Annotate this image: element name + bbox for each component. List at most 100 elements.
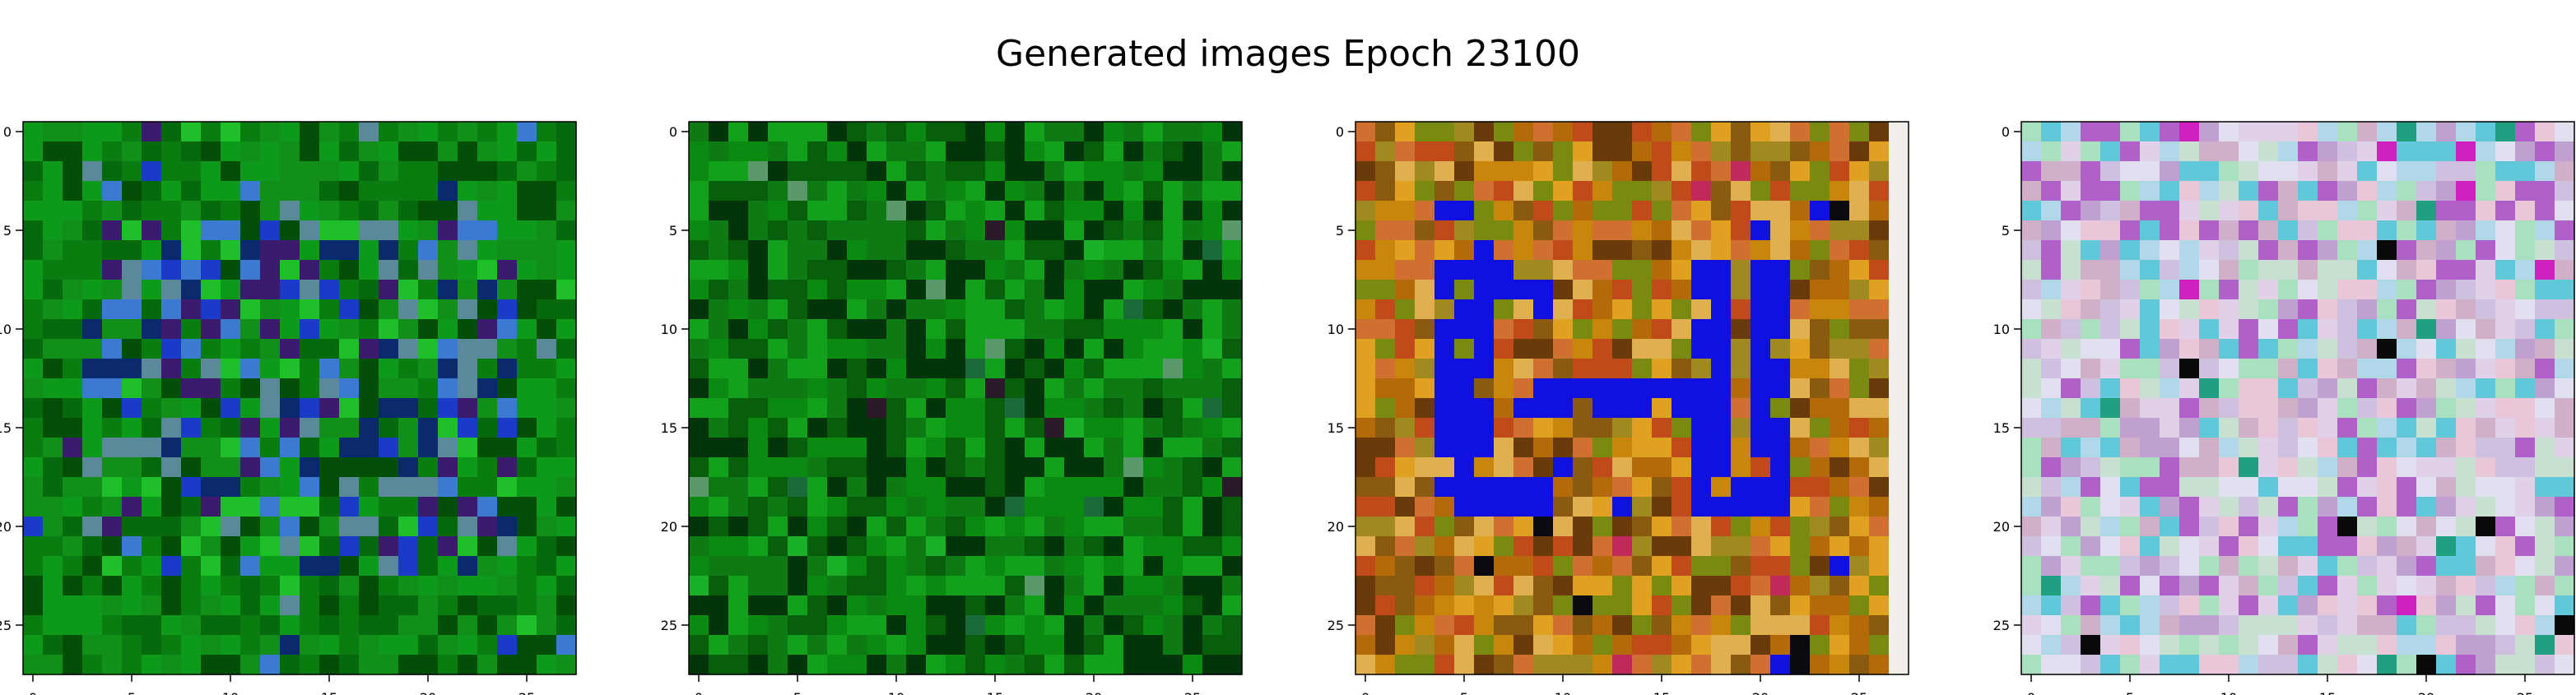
pixel-cell	[63, 201, 83, 221]
pixel-cell	[260, 457, 281, 478]
pixel-cell	[398, 299, 419, 320]
pixel-cell	[847, 615, 867, 636]
pixel-cell	[1143, 260, 1164, 280]
pixel-cell	[1005, 378, 1025, 399]
pixel-cell	[1830, 359, 1850, 379]
pixel-cell	[1593, 477, 1613, 498]
pixel-cell	[497, 477, 518, 498]
pixel-cell	[240, 319, 261, 340]
pixel-cell	[1652, 517, 1672, 537]
pixel-cell	[2219, 122, 2239, 142]
pixel-cell	[1202, 517, 1223, 537]
pixel-cell	[1553, 240, 1574, 261]
pixel-cell	[1751, 497, 1771, 517]
pixel-cell	[82, 615, 103, 636]
pixel-cell	[359, 280, 379, 300]
pixel-cell	[477, 576, 498, 596]
pixel-cell	[1810, 418, 1830, 438]
pixel-cell	[906, 536, 927, 557]
pixel-cell	[2456, 615, 2476, 636]
pixel-cell	[1514, 497, 1534, 517]
pixel-cell	[1632, 220, 1653, 241]
pixel-cell	[1652, 220, 1672, 241]
pixel-cell	[398, 220, 419, 241]
pixel-cell	[2140, 635, 2160, 656]
x-tick-label: 15	[987, 690, 1003, 695]
pixel-cell	[1711, 595, 1732, 616]
pixel-cell	[886, 477, 907, 498]
pixel-cell	[2081, 299, 2101, 320]
pixel-cell	[2100, 280, 2121, 300]
pixel-cell	[906, 497, 927, 517]
pixel-cell	[965, 260, 986, 280]
pixel-cell	[2555, 497, 2575, 517]
pixel-cell	[807, 438, 828, 458]
pixel-cell	[1533, 595, 1554, 616]
pixel-cell	[142, 299, 162, 320]
pixel-cell	[709, 497, 729, 517]
pixel-cell	[2160, 161, 2180, 182]
pixel-cell	[867, 240, 887, 261]
pixel-cell	[63, 477, 83, 498]
pixel-cell	[709, 576, 729, 596]
pixel-cell	[1849, 556, 1870, 577]
pixel-cell	[1830, 576, 1850, 596]
pixel-cell	[847, 536, 867, 557]
pixel-cell	[1691, 438, 1712, 458]
pixel-cell	[1222, 161, 1243, 182]
pixel-cell	[1005, 220, 1025, 241]
pixel-cell	[1731, 615, 1751, 636]
pixel-cell	[1104, 319, 1124, 340]
pixel-cell	[886, 201, 907, 221]
pixel-cell	[2377, 398, 2397, 419]
pixel-cell	[1123, 359, 1144, 379]
panel-frame	[688, 121, 1243, 675]
pixel-cell	[161, 201, 182, 221]
pixel-cell	[1474, 477, 1495, 498]
pixel-cell	[537, 615, 557, 636]
pixel-cell	[709, 418, 729, 438]
pixel-cell	[1612, 181, 1633, 202]
pixel-cell	[1474, 655, 1495, 675]
pixel-cell	[2179, 438, 2200, 458]
pixel-cell	[2357, 418, 2378, 438]
pixel-cell	[1434, 517, 1455, 537]
pixel-cell	[886, 220, 907, 241]
pixel-cell	[2041, 517, 2062, 537]
pixel-cell	[1084, 359, 1104, 379]
pixel-cell	[2120, 122, 2141, 142]
pixel-cell	[438, 595, 458, 616]
pixel-cell	[847, 319, 867, 340]
pixel-cell	[2239, 536, 2259, 557]
pixel-cell	[379, 595, 399, 616]
pixel-cell	[1632, 201, 1653, 221]
pixel-cell	[965, 359, 986, 379]
pixel-cell	[300, 359, 320, 379]
pixel-cell	[1064, 517, 1085, 537]
pixel-cell	[2179, 418, 2200, 438]
pixel-cell	[201, 477, 221, 498]
pixel-cell	[847, 220, 867, 241]
pixel-cell	[1395, 536, 1416, 557]
pixel-cell	[142, 497, 162, 517]
pixel-cell	[161, 240, 182, 261]
pixel-cell	[1691, 615, 1712, 636]
pixel-cell	[1790, 635, 1811, 656]
pixel-cell	[2219, 576, 2239, 596]
pixel-cell	[1691, 122, 1712, 142]
pixel-cell	[2397, 260, 2417, 280]
pixel-cell	[728, 615, 749, 636]
pixel-cell	[807, 398, 828, 419]
pixel-cell	[300, 536, 320, 557]
pixel-cell	[886, 240, 907, 261]
pixel-cell	[2495, 181, 2516, 202]
pixel-cell	[2416, 161, 2437, 182]
pixel-cell	[2535, 477, 2555, 498]
pixel-cell	[1434, 319, 1455, 340]
pixel-cell	[1869, 497, 1890, 517]
pixel-cell	[221, 181, 241, 202]
pixel-cell	[1163, 141, 1183, 162]
pixel-cell	[1044, 319, 1065, 340]
pixel-cell	[2337, 280, 2358, 300]
pixel-cell	[1355, 201, 1376, 221]
